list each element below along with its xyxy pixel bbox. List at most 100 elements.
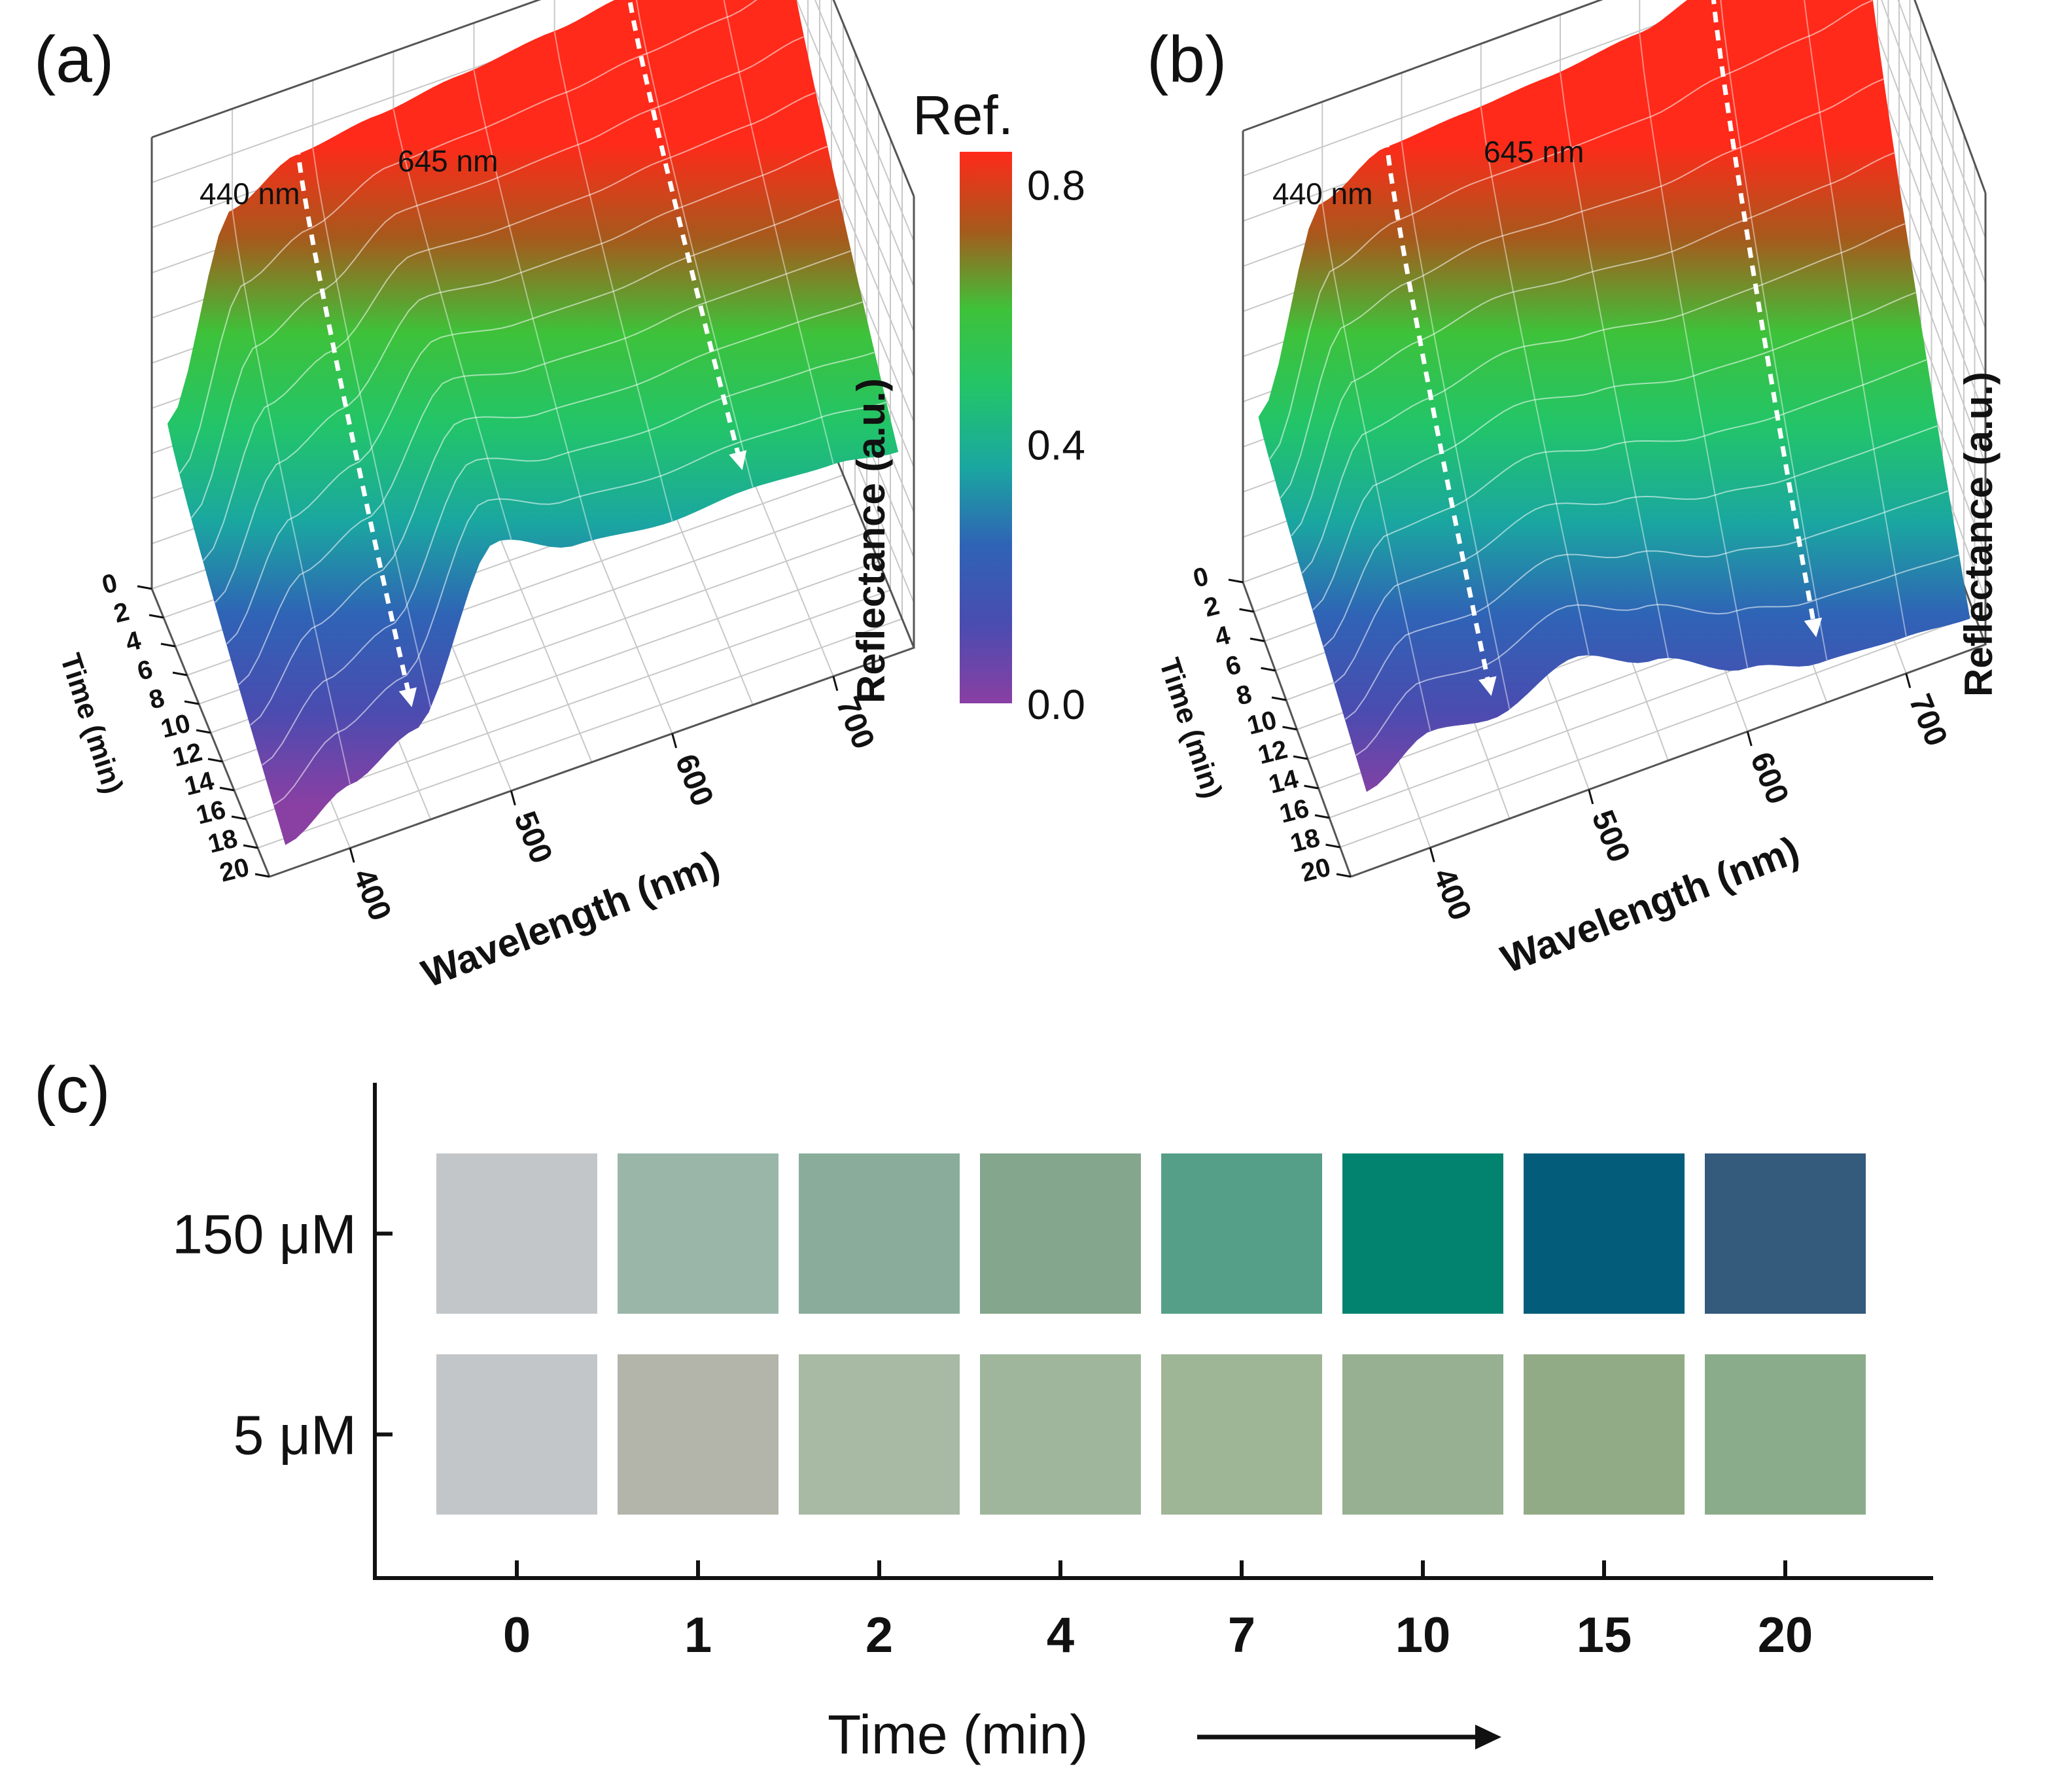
axis-frame xyxy=(1242,0,1987,194)
surface-mesh-line xyxy=(393,109,512,540)
colorbar-ticks: 0.8 0.4 0.0 xyxy=(1027,162,1085,728)
time-tick-label: 12 xyxy=(170,737,205,772)
surface-mesh-line xyxy=(226,198,839,644)
z-axis-title-b: Reflectance (a.u.) xyxy=(1957,372,2001,697)
surface-mesh-line xyxy=(312,148,432,708)
wavelength-tick-label: 700 xyxy=(1902,690,1954,751)
surface-mesh-line xyxy=(1480,107,1590,656)
surface-mesh-line xyxy=(553,31,673,521)
color-swatch xyxy=(799,1153,960,1314)
color-swatch xyxy=(799,1354,960,1515)
time-tick-mark xyxy=(219,786,235,792)
surface-mesh-line xyxy=(635,0,754,488)
surface-patch xyxy=(280,820,296,845)
wavelength-tick-label: 500 xyxy=(507,807,559,868)
time-tick-mark xyxy=(137,585,152,590)
surface-mesh-line xyxy=(473,69,593,540)
grid-line xyxy=(1242,0,1986,239)
time-tick-label: 2 xyxy=(1201,591,1222,623)
surface-mesh-line xyxy=(273,401,886,806)
time-tick-label: 20 xyxy=(217,852,253,887)
wavelength-tick-mark xyxy=(671,733,678,748)
surface-mesh-line xyxy=(1720,0,1828,661)
time-tick-label: 18 xyxy=(205,824,241,858)
z-axis-title-a: Reflectance (a.u.) xyxy=(849,378,893,703)
trend-arrow xyxy=(627,0,747,470)
surface-mesh-line xyxy=(1312,292,1916,611)
time-tick-mark xyxy=(1228,578,1244,584)
time-tick-mark xyxy=(254,873,270,878)
color-swatch xyxy=(436,1153,597,1314)
time-tick-mark xyxy=(196,729,211,734)
colorbar-tick-label: 0.8 xyxy=(1027,162,1085,209)
panel-c: (c) 150 μM 5 μM 0 1 2 4 7 10 15 20 Time (min) xyxy=(34,1053,1933,1765)
surface-mesh-line xyxy=(261,351,875,766)
annotation-440nm-a: 440 nm xyxy=(200,177,300,211)
time-tick-mark xyxy=(1293,755,1308,760)
surface-mesh-line xyxy=(1268,0,1873,460)
surface-mesh-line xyxy=(1401,141,1511,710)
time-tick-label-c: 2 xyxy=(865,1608,893,1663)
surface-mesh-line xyxy=(1321,202,1431,731)
time-tick-mark xyxy=(172,671,188,676)
colorbar: Ref. 0.8 0.4 0.0 xyxy=(913,84,1085,728)
surface-mesh-line xyxy=(1280,78,1884,499)
time-tick-label: 0 xyxy=(99,569,120,600)
surface-mesh-line xyxy=(1334,425,1938,684)
color-swatch xyxy=(618,1153,778,1314)
surface-a xyxy=(167,0,899,845)
color-swatch xyxy=(1342,1354,1503,1515)
time-tick-label-c: 4 xyxy=(1047,1608,1074,1663)
time-tick-label: 8 xyxy=(1234,680,1255,711)
surface-mesh-line xyxy=(214,145,828,603)
color-swatch xyxy=(980,1153,1141,1314)
time-tick-mark xyxy=(160,642,176,648)
wavelength-tick-label: 500 xyxy=(1585,805,1637,867)
time-tick-label: 0 xyxy=(1191,562,1212,593)
x-axis-title-b: Wavelength (nm) xyxy=(1495,828,1805,981)
time-tick-label: 16 xyxy=(194,795,229,830)
time-tick-label-c: 15 xyxy=(1577,1608,1632,1663)
time-tick-label: 12 xyxy=(1255,735,1291,769)
color-swatch xyxy=(980,1354,1141,1515)
wavelength-tick-mark xyxy=(832,676,839,692)
color-swatch xyxy=(618,1354,778,1515)
surface-mesh-line xyxy=(1804,0,1907,637)
surface-mesh-line xyxy=(1355,554,1959,756)
time-tick-mark xyxy=(231,815,247,820)
surface-mesh-line xyxy=(1301,223,1906,574)
trend-arrow xyxy=(294,143,417,707)
colorbar-title: Ref. xyxy=(913,84,1013,146)
time-tick-mark xyxy=(1336,873,1352,878)
time-tick-label: 14 xyxy=(1266,764,1302,799)
panel-label-a: (a) xyxy=(34,23,114,96)
time-tick-label-c: 1 xyxy=(684,1608,712,1663)
color-swatch xyxy=(436,1354,597,1515)
wavelength-tick-mark xyxy=(1588,789,1594,805)
surface-mesh-line xyxy=(232,209,351,785)
time-tick-label: 4 xyxy=(123,625,145,657)
time-tick-label: 10 xyxy=(158,709,194,743)
time-tick-label: 4 xyxy=(1212,620,1234,652)
row-label: 5 μM xyxy=(234,1405,357,1466)
y-axis-title-a: Time (min) xyxy=(54,650,129,798)
colorbar-tick-label: 0.4 xyxy=(1027,421,1085,468)
wavelength-tick-label: 400 xyxy=(346,864,398,926)
trend-arrow xyxy=(1383,136,1497,696)
wavelength-tick-mark xyxy=(349,847,355,863)
surface-b xyxy=(1258,0,1970,792)
colorbar-tick-label: 0.0 xyxy=(1027,681,1085,728)
time-tick-mark xyxy=(207,758,223,763)
surface-mesh-line xyxy=(237,250,851,686)
time-tick-mark xyxy=(1325,843,1340,849)
color-swatch xyxy=(1342,1153,1503,1314)
surface-mesh-line xyxy=(723,0,834,465)
wavelength-tick-mark xyxy=(1746,731,1753,747)
surface-mesh-line xyxy=(1344,490,1949,720)
surface-mesh-line xyxy=(1291,152,1895,536)
time-tick-label: 18 xyxy=(1287,823,1323,858)
annotation-645nm-a: 645 nm xyxy=(398,144,498,178)
